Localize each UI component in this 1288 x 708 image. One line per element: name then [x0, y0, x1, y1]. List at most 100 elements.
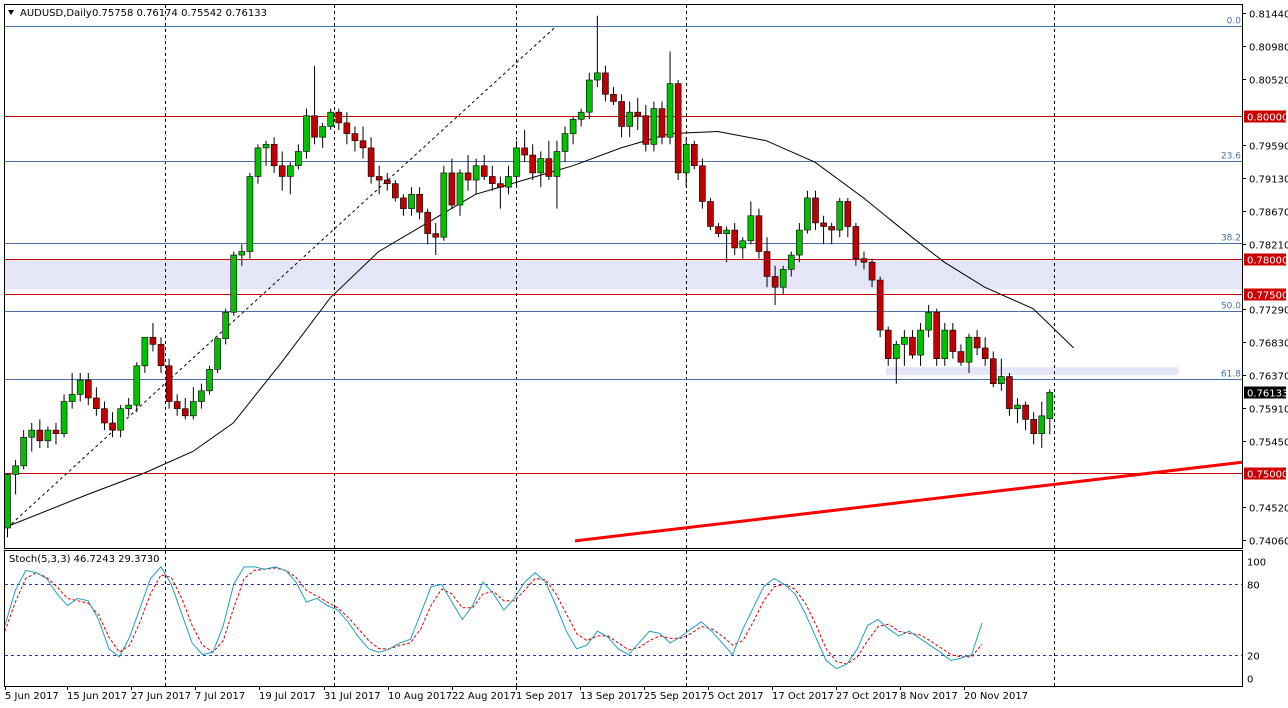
candle — [44, 426, 52, 448]
candle-body — [731, 229, 739, 249]
candle — [488, 165, 496, 191]
candle-body — [44, 429, 52, 442]
candle — [440, 165, 448, 241]
candle-body — [52, 429, 60, 434]
candle-body — [262, 144, 270, 149]
y-tick-label-12: 0.74520 — [1249, 504, 1288, 515]
candle-body — [674, 83, 682, 174]
candle-body — [707, 201, 714, 227]
candle — [981, 337, 989, 366]
candle — [707, 197, 714, 231]
candle-body — [1038, 415, 1046, 434]
y-tick-label-9: 0.76370 — [1249, 372, 1288, 383]
candle-body — [666, 83, 674, 138]
candle-body — [400, 197, 407, 209]
x-tick-label-14: 8 Nov 2017 — [900, 691, 958, 702]
candle-body — [190, 401, 197, 417]
candle — [521, 130, 528, 163]
candle — [303, 108, 310, 159]
candle-body — [472, 165, 480, 181]
ohlc-readout: 0.75758 0.76174 0.75542 0.76133 — [92, 8, 267, 19]
candle — [602, 65, 609, 102]
candle-body — [278, 165, 286, 177]
fib-label-1: 23.6 — [1221, 152, 1241, 162]
candle-body — [480, 165, 488, 177]
candle — [634, 97, 642, 131]
triangle-down-icon[interactable] — [8, 10, 14, 15]
candle — [173, 394, 181, 416]
candle — [4, 472, 11, 538]
candle — [408, 187, 415, 216]
candle — [238, 244, 246, 266]
y-tick-label-3: 0.79590 — [1249, 142, 1288, 153]
support-trendline[interactable] — [574, 460, 1243, 543]
candle — [375, 165, 383, 195]
y-tick-label-7: 0.77290 — [1249, 306, 1288, 317]
candle-body — [965, 336, 973, 363]
candle-body — [351, 133, 359, 142]
candle — [690, 140, 698, 170]
price-level-tags: 0.80000 0.78000 0.77500 0.75000 — [1244, 110, 1288, 481]
x-tick-label-4: 19 Jul 2017 — [259, 691, 316, 702]
fib-label-3: 50.0 — [1221, 302, 1241, 312]
candle — [464, 155, 472, 191]
stochastic-title: Stoch(5,3,3) 46.7243 29.3730 — [9, 554, 160, 565]
candle — [860, 251, 868, 270]
candle-body — [432, 233, 440, 238]
time-axis[interactable]: 5 Jun 2017 15 Jun 2017 27 Jun 2017 7 Jul 20… — [5, 686, 1028, 702]
candle — [12, 460, 19, 495]
y-tick-label-8: 0.76830 — [1249, 339, 1288, 350]
candle-body — [424, 211, 431, 234]
candle — [884, 326, 892, 366]
candle-body — [787, 254, 795, 270]
candle-body — [488, 176, 496, 184]
candle — [820, 215, 827, 245]
level-tag-bg-1 — [1244, 253, 1286, 266]
candle — [804, 190, 811, 234]
candle-body — [222, 311, 229, 339]
candle-body — [343, 122, 351, 134]
price-axis[interactable]: 0.81440 0.80980 0.80520 0.79590 0.79130 0.786… — [1242, 10, 1288, 548]
main-price-pane[interactable]: 0.81440 0.80980 0.80520 0.79590 0.79130 0.786… — [4, 5, 1288, 548]
candle-body — [901, 336, 908, 345]
candle-body — [109, 422, 116, 431]
candle — [941, 322, 949, 366]
current-price-tag-bg — [1244, 386, 1286, 399]
candle-body — [941, 329, 949, 359]
stochastic-pane[interactable]: 100 80 20 0 Stoch(5,3,3) 46.7243 29.3730 — [4, 551, 1266, 686]
candle — [270, 137, 278, 173]
candle-body — [634, 111, 642, 117]
candle-body — [206, 369, 213, 392]
candle-body — [20, 436, 27, 467]
candle — [359, 126, 367, 159]
x-tick-label-15: 20 Nov 2017 — [964, 691, 1028, 702]
candle — [206, 365, 213, 395]
candle-body — [505, 176, 512, 188]
fibonacci-anchor-line[interactable] — [6, 26, 557, 529]
candle — [933, 308, 941, 366]
candle-body — [375, 176, 383, 181]
candle — [246, 172, 254, 259]
candle-body — [957, 351, 965, 363]
candle — [343, 112, 351, 145]
candle-body — [76, 379, 84, 395]
y-tick-label-5: 0.78670 — [1249, 208, 1288, 219]
candle — [1038, 401, 1046, 448]
candle-body — [230, 254, 238, 313]
candle-body — [690, 144, 698, 167]
candle — [1030, 412, 1037, 445]
candle-body — [270, 144, 278, 167]
candle — [480, 155, 488, 181]
candle — [901, 330, 908, 366]
stochastic-axis: 100 80 20 0 — [1247, 558, 1266, 686]
candle-body — [319, 126, 326, 138]
x-tick-label-2: 27 Jun 2017 — [131, 691, 191, 702]
candle-body — [408, 194, 415, 209]
candle-body — [779, 269, 787, 288]
candle-body — [989, 358, 997, 384]
candle-body — [763, 251, 771, 277]
candle-body — [335, 111, 343, 124]
candle — [351, 126, 359, 152]
